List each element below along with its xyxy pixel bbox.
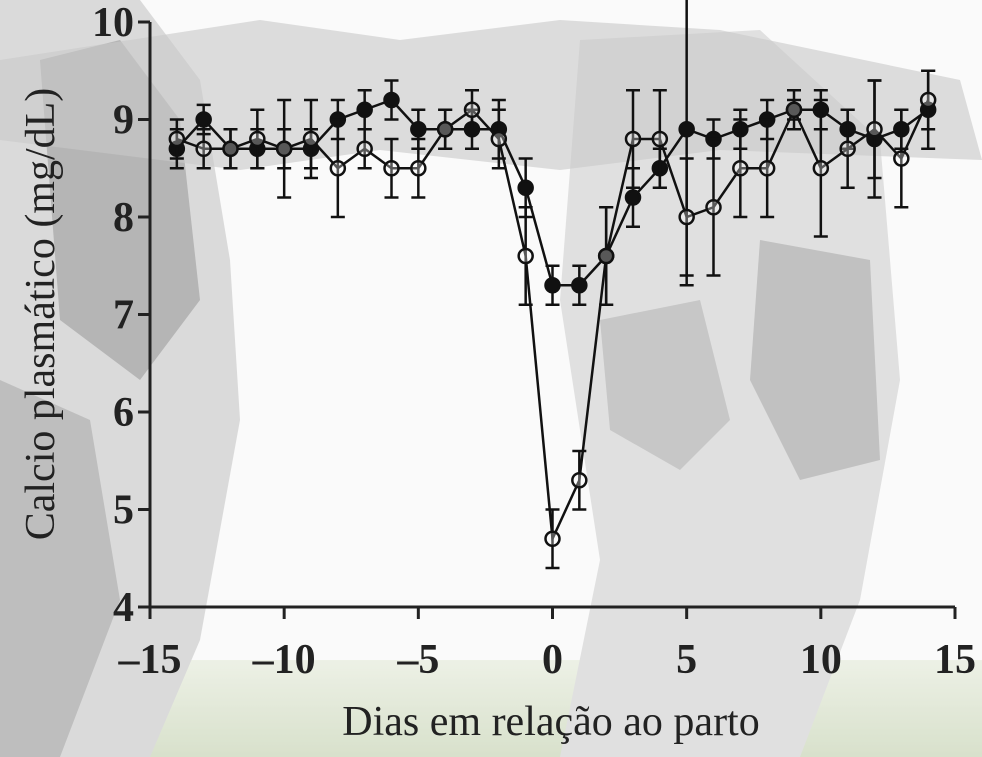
data-point — [492, 132, 506, 146]
x-tick-label: 10 — [800, 637, 842, 683]
x-tick-label: 15 — [934, 637, 976, 683]
data-point — [197, 113, 211, 127]
y-tick-label: 6 — [113, 390, 134, 436]
data-point — [385, 161, 399, 175]
data-point — [814, 161, 828, 175]
data-point — [653, 132, 667, 146]
data-point — [680, 210, 694, 224]
data-point — [760, 161, 774, 175]
y-tick-label: 4 — [113, 585, 134, 631]
y-axis-title: Calcio plasmático (mg/dL) — [18, 88, 64, 541]
data-point — [546, 532, 560, 546]
data-point — [197, 142, 211, 156]
data-point — [438, 122, 452, 136]
data-point — [250, 132, 264, 146]
data-point — [626, 132, 640, 146]
x-tick-label: –15 — [118, 637, 182, 683]
data-point — [277, 142, 291, 156]
y-tick-label: 7 — [113, 293, 134, 339]
x-tick-label: 0 — [542, 637, 563, 683]
x-tick-label: –10 — [252, 637, 316, 683]
data-point — [224, 142, 238, 156]
x-axis-title: Dias em relação ao parto — [342, 699, 759, 745]
data-point — [787, 103, 801, 117]
x-tick-label: 5 — [676, 637, 697, 683]
y-tick-label: 5 — [113, 488, 134, 534]
chart: 4 5 6 7 8 9 10 –15 –10 –5 0 5 10 15 Dias em relação a… — [0, 0, 982, 757]
x-tick-label: –5 — [396, 637, 439, 683]
data-point — [519, 181, 533, 195]
data-point — [358, 142, 372, 156]
data-point — [868, 122, 882, 136]
data-point — [331, 161, 345, 175]
data-point — [358, 103, 372, 117]
data-point — [626, 191, 640, 205]
data-point — [894, 152, 908, 166]
data-point — [841, 142, 855, 156]
data-point — [411, 161, 425, 175]
data-point — [546, 278, 560, 292]
data-point — [385, 93, 399, 107]
y-tick-label: 9 — [113, 98, 134, 144]
data-point — [921, 93, 935, 107]
data-point — [304, 132, 318, 146]
data-point — [572, 278, 586, 292]
data-point — [411, 122, 425, 136]
data-point — [680, 122, 694, 136]
data-point — [733, 161, 747, 175]
y-tick-label: 8 — [113, 195, 134, 241]
data-point — [572, 473, 586, 487]
data-point — [599, 249, 613, 263]
data-point — [707, 200, 721, 214]
data-point — [170, 132, 184, 146]
y-tick-label: 10 — [92, 0, 134, 46]
data-point — [465, 103, 479, 117]
data-point — [519, 249, 533, 263]
